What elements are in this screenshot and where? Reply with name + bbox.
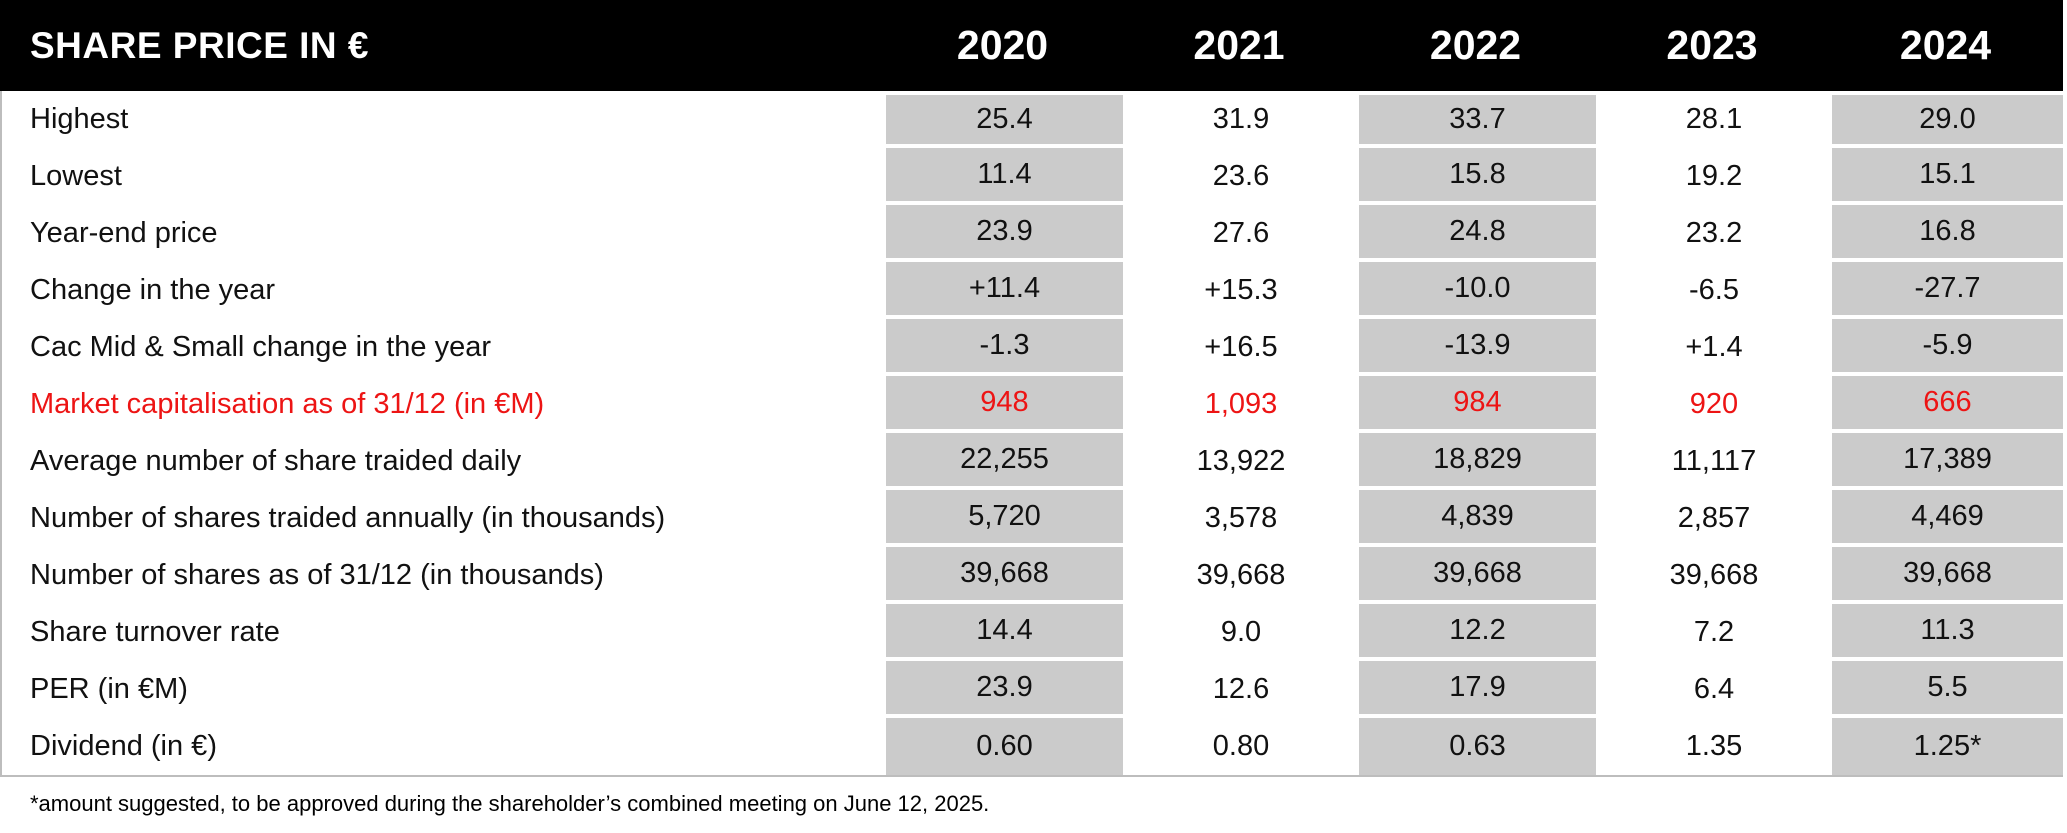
value-cell-2024: -5.9: [1832, 319, 2063, 376]
value-cell-2023: -6.5: [1689, 274, 1739, 306]
table-title: SHARE PRICE IN €: [30, 24, 370, 66]
table-row-highest: Highest 25.4 31.9 33.7 28.1 29.0: [2, 91, 2063, 148]
value-cell-2023: 28.1: [1685, 103, 1743, 135]
value-cell-2023: 19.2: [1685, 160, 1743, 192]
value-cell-2020: +11.4: [886, 262, 1123, 319]
value-cell-2022: -10.0: [1359, 262, 1596, 319]
value-cell-2020: 22,255: [886, 433, 1123, 490]
row-label: Dividend (in €): [30, 730, 217, 762]
row-label: PER (in €M): [30, 673, 188, 705]
value-cell-2023: 11,117: [1671, 445, 1757, 477]
row-label: Number of shares traided annually (in th…: [30, 502, 666, 534]
table-row-number-of-shares: Number of shares as of 31/12 (in thousan…: [2, 547, 2063, 604]
value-cell-2023: 7.2: [1693, 616, 1735, 648]
table-row-year-end-price: Year-end price 23.9 27.6 24.8 23.2 16.8: [2, 205, 2063, 262]
value-cell-2024: 11.3: [1832, 604, 2063, 661]
table-body: Highest 25.4 31.9 33.7 28.1 29.0 Lowest …: [0, 91, 2063, 777]
value-cell-2020: 14.4: [886, 604, 1123, 661]
value-cell-2020: -1.3: [886, 319, 1123, 376]
table-row-share-turnover-rate: Share turnover rate 14.4 9.0 12.2 7.2 11…: [2, 604, 2063, 661]
value-cell-2022: 18,829: [1359, 433, 1596, 490]
row-label: Share turnover rate: [30, 616, 280, 648]
value-cell-2022: 15.8: [1359, 148, 1596, 205]
value-cell-2021: 23.6: [1212, 160, 1270, 192]
value-cell-2022: 984: [1359, 376, 1596, 433]
value-cell-2022: 4,839: [1359, 490, 1596, 547]
value-cell-2020: 23.9: [886, 205, 1123, 262]
value-cell-2024: 17,389: [1832, 433, 2063, 490]
value-cell-2023: +1.4: [1685, 331, 1743, 363]
value-cell-2020: 23.9: [886, 661, 1123, 718]
row-label: Number of shares as of 31/12 (in thousan…: [30, 559, 604, 591]
value-cell-2021: +16.5: [1204, 331, 1278, 363]
value-cell-2024: 39,668: [1832, 547, 2063, 604]
value-cell-2020: 0.60: [886, 718, 1123, 775]
table-row-market-capitalisation: Market capitalisation as of 31/12 (in €M…: [2, 376, 2063, 433]
row-label: Average number of share traided daily: [30, 445, 522, 477]
table-header: SHARE PRICE IN € 2020 2021 2022 2023 202…: [0, 0, 2063, 91]
year-header-2021: 2021: [1193, 22, 1285, 68]
value-cell-2024: 15.1: [1832, 148, 2063, 205]
value-cell-2020: 39,668: [886, 547, 1123, 604]
share-price-table: SHARE PRICE IN € 2020 2021 2022 2023 202…: [0, 0, 2063, 816]
year-header-2024: 2024: [1899, 22, 1992, 68]
value-cell-2020: 25.4: [886, 91, 1123, 148]
value-cell-2022: 24.8: [1359, 205, 1596, 262]
row-label: Change in the year: [30, 274, 276, 306]
row-label: Market capitalisation as of 31/12 (in €M…: [30, 388, 545, 420]
value-cell-2021: 12.6: [1212, 673, 1270, 705]
value-cell-2023: 920: [1689, 388, 1739, 420]
value-cell-2021: 3,578: [1204, 502, 1278, 534]
table-row-average-shares-traded-daily: Average number of share traided daily 22…: [2, 433, 2063, 490]
year-header-2020: 2020: [956, 22, 1049, 68]
value-cell-2023: 6.4: [1693, 673, 1735, 705]
value-cell-2023: 23.2: [1685, 217, 1743, 249]
value-cell-2022: 12.2: [1359, 604, 1596, 661]
year-header-2022: 2022: [1429, 22, 1522, 68]
value-cell-2021: 27.6: [1212, 217, 1270, 249]
row-label: Highest: [30, 103, 129, 135]
value-cell-2024: -27.7: [1832, 262, 2063, 319]
value-cell-2021: 13,922: [1196, 445, 1286, 477]
value-cell-2021: 31.9: [1212, 103, 1270, 135]
table-row-dividend: Dividend (in €) 0.60 0.80 0.63 1.35 1.25…: [2, 718, 2063, 775]
value-cell-2020: 948: [886, 376, 1123, 433]
row-label: Year-end price: [30, 217, 218, 249]
value-cell-2022: 17.9: [1359, 661, 1596, 718]
value-cell-2024: 29.0: [1832, 91, 2063, 148]
value-cell-2024: 5.5: [1832, 661, 2063, 718]
table-row-lowest: Lowest 11.4 23.6 15.8 19.2 15.1: [2, 148, 2063, 205]
value-cell-2021: 39,668: [1196, 559, 1286, 591]
value-cell-2020: 11.4: [886, 148, 1123, 205]
row-label: Cac Mid & Small change in the year: [30, 331, 491, 363]
table-row-change-in-year: Change in the year +11.4 +15.3 -10.0 -6.…: [2, 262, 2063, 319]
value-cell-2021: 9.0: [1220, 616, 1262, 648]
value-cell-2022: 33.7: [1359, 91, 1596, 148]
value-cell-2023: 2,857: [1677, 502, 1751, 534]
table-row-cac-mid-small-change: Cac Mid & Small change in the year -1.3 …: [2, 319, 2063, 376]
value-cell-2021: 0.80: [1212, 730, 1270, 762]
table-row-per: PER (in €M) 23.9 12.6 17.9 6.4 5.5: [2, 661, 2063, 718]
value-cell-2024: 4,469: [1832, 490, 2063, 547]
year-header-2023: 2023: [1666, 22, 1758, 68]
value-cell-2024: 1.25*: [1832, 718, 2063, 775]
row-label: Lowest: [30, 160, 122, 192]
value-cell-2023: 39,668: [1669, 559, 1759, 591]
table-row-shares-traded-annually: Number of shares traided annually (in th…: [2, 490, 2063, 547]
value-cell-2023: 1.35: [1685, 730, 1743, 762]
value-cell-2021: +15.3: [1204, 274, 1278, 306]
value-cell-2024: 666: [1832, 376, 2063, 433]
value-cell-2022: 39,668: [1359, 547, 1596, 604]
value-cell-2020: 5,720: [886, 490, 1123, 547]
value-cell-2024: 16.8: [1832, 205, 2063, 262]
value-cell-2022: 0.63: [1359, 718, 1596, 775]
value-cell-2022: -13.9: [1359, 319, 1596, 376]
value-cell-2021: 1,093: [1204, 388, 1278, 420]
footnote: *amount suggested, to be approved during…: [30, 791, 990, 816]
